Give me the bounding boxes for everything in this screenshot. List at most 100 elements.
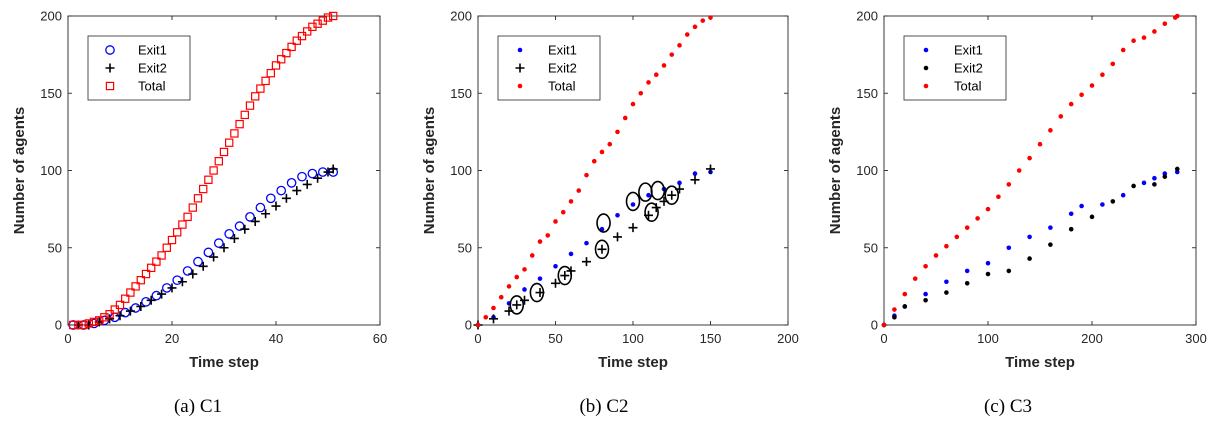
data-point-total [1037, 141, 1043, 147]
data-point-total [84, 319, 93, 328]
legend-label-exit2: Exit2 [138, 61, 167, 76]
data-point-total [1131, 38, 1136, 44]
x-tick-label: 60 [373, 331, 387, 346]
data-point-total [985, 206, 991, 212]
data-point-total [323, 13, 333, 22]
x-tick-label: 0 [474, 331, 481, 346]
x-tick-label: 100 [977, 331, 999, 346]
data-point-exit2 [229, 233, 239, 243]
annotation-ellipse [644, 202, 659, 223]
data-point-total [110, 305, 119, 314]
legend-marker-total [105, 81, 115, 91]
legend: Exit1 Exit2 Total [497, 35, 601, 101]
series-exit2 [881, 166, 1180, 328]
legend-marker-exit1 [105, 45, 115, 55]
data-point-total [188, 203, 197, 212]
data-point-total [120, 294, 130, 303]
data-point-exit2 [985, 271, 991, 277]
data-point-total [1068, 101, 1074, 107]
data-point-exit1 [297, 171, 307, 182]
data-point-total [89, 317, 99, 327]
data-point-total [475, 322, 481, 328]
data-point-exit1 [985, 260, 991, 266]
data-point-total [902, 291, 908, 297]
annotation-ellipse [650, 180, 666, 201]
x-tick-label: 100 [622, 331, 644, 346]
legend-marker-exit1 [923, 47, 929, 53]
data-point-exit2 [651, 203, 661, 213]
y-tick-label: 50 [458, 240, 472, 255]
legend-label-exit1: Exit1 [548, 43, 577, 58]
data-point-exit2 [198, 261, 208, 271]
data-point-exit2 [1068, 226, 1074, 232]
data-point-exit2 [551, 278, 560, 288]
x-tick-label: 20 [165, 331, 179, 346]
data-point-exit2 [281, 193, 291, 203]
data-point-total [584, 172, 589, 178]
data-point-exit2 [944, 290, 949, 295]
data-point-exit1 [213, 238, 224, 248]
data-point-total [607, 141, 613, 147]
data-point-total [944, 243, 949, 249]
data-point-exit1 [1079, 203, 1084, 209]
x-tick-label: 40 [269, 331, 283, 346]
data-point-total [297, 31, 307, 41]
data-point-exit1 [151, 290, 162, 301]
data-point-total [892, 307, 897, 312]
annotation-ellipse [509, 295, 525, 315]
data-point-total [669, 52, 675, 57]
data-point-exit1 [646, 192, 651, 198]
data-point-total [193, 194, 203, 203]
data-point-total [1152, 29, 1157, 34]
data-point-total [483, 314, 489, 320]
data-point-total [225, 138, 234, 147]
data-point-total [230, 129, 239, 138]
data-point-exit1 [1006, 245, 1012, 251]
annotation-ellipse [594, 239, 610, 260]
series-total [68, 11, 338, 330]
y-tick-label: 200 [40, 9, 62, 24]
data-point-exit2 [613, 232, 622, 242]
data-point-exit2 [136, 301, 146, 311]
data-point-total [1048, 128, 1053, 133]
data-point-exit1 [141, 296, 151, 307]
data-point-total [638, 90, 644, 96]
data-point-exit2 [209, 252, 219, 262]
series-total [881, 13, 1180, 328]
data-point-exit1 [692, 171, 698, 176]
data-point-exit2 [157, 289, 167, 299]
data-point-total [1027, 155, 1032, 161]
data-point-exit1 [245, 212, 255, 222]
data-point-total [68, 320, 78, 330]
data-point-exit1 [1068, 211, 1074, 217]
data-point-exit2 [667, 190, 677, 200]
data-point-total [178, 220, 187, 229]
data-point-exit2 [690, 175, 700, 185]
data-point-exit2 [964, 280, 970, 286]
data-point-total [266, 68, 276, 78]
legend-marker-total [517, 83, 523, 89]
y-tick-label: 50 [48, 240, 62, 255]
data-point-total [529, 253, 535, 258]
data-point-total [545, 233, 551, 238]
data-point-total [204, 175, 213, 184]
data-point-total [282, 48, 291, 58]
data-point-exit2 [512, 300, 522, 310]
data-point-total [576, 188, 582, 193]
data-point-total [912, 276, 918, 281]
data-point-total [251, 92, 260, 101]
x-tick-label: 300 [1185, 331, 1207, 346]
data-point-total [630, 101, 636, 107]
legend-marker-exit1 [517, 47, 523, 53]
data-point-total [147, 263, 156, 273]
data-point-total [1016, 168, 1022, 173]
data-point-total [514, 274, 520, 280]
legend-box [903, 35, 1007, 101]
annotation-ellipse [529, 282, 545, 303]
data-point-total [199, 184, 208, 194]
data-point-total [136, 275, 145, 285]
x-tick-label: 0 [64, 331, 71, 346]
y-tick-label: 200 [856, 9, 878, 24]
data-point-total [568, 199, 574, 204]
data-point-exit2 [489, 314, 498, 324]
